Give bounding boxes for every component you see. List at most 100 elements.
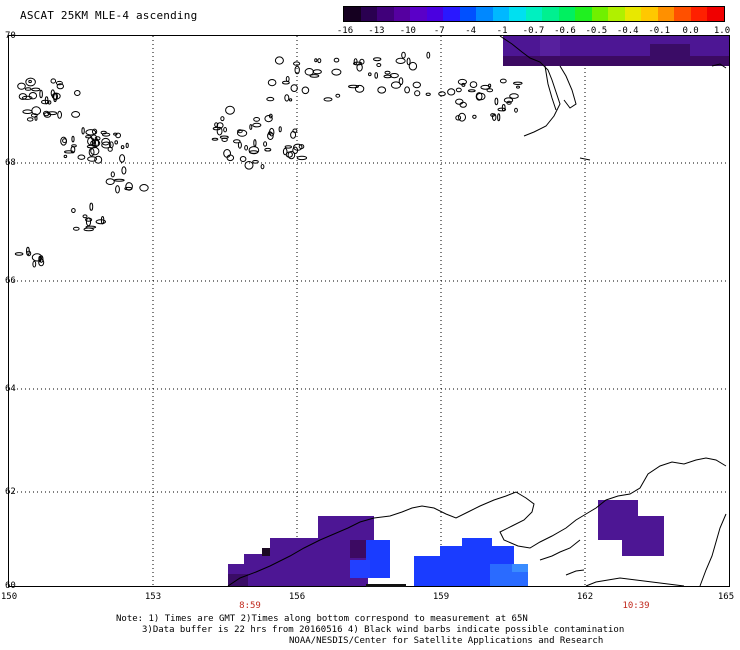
lake-outline <box>354 84 365 93</box>
time-label-left: 8:59 <box>239 601 261 611</box>
lake-outline <box>401 51 406 59</box>
colorbar-tick-label: -16 <box>336 26 354 36</box>
lake-outline <box>467 89 476 93</box>
lake-outline <box>282 80 290 85</box>
lake-outline <box>290 84 298 92</box>
colorbar-tick-label: 0.0 <box>682 26 699 36</box>
lake-outline <box>77 154 86 160</box>
lake-outline <box>110 171 115 178</box>
colorbar-cell <box>707 7 724 21</box>
lake-outline <box>284 145 292 149</box>
lake-outline <box>298 144 305 150</box>
lake-outline <box>377 86 387 94</box>
lake-outline <box>31 87 41 92</box>
graticule <box>9 36 729 586</box>
lat-label-70: 70 <box>5 31 16 41</box>
lake-outline <box>124 186 133 191</box>
swath-bottom-right <box>598 500 664 556</box>
lake-outline <box>87 156 98 162</box>
lake-outline <box>414 90 421 97</box>
lake-outline <box>28 79 32 84</box>
lake-outline <box>516 85 520 89</box>
lake-outline <box>284 94 290 102</box>
colorbar-cell <box>525 7 543 21</box>
lake-outline <box>101 132 111 137</box>
lake-outline <box>89 202 94 211</box>
lake-outline <box>216 126 223 136</box>
lake-outline <box>486 88 494 93</box>
lake-outline <box>219 135 229 139</box>
lake-outline <box>86 144 98 149</box>
colorbar-cell <box>542 7 559 21</box>
colorbar-cell <box>509 7 526 21</box>
lake-outline <box>31 106 42 116</box>
colorbar-tick-label: -7 <box>433 26 445 36</box>
colorbar-cell <box>360 7 378 21</box>
lake-outline <box>85 217 93 222</box>
lake-outline <box>390 81 402 89</box>
colorbar-tick-label: -13 <box>368 26 385 36</box>
lake-outline <box>25 77 36 87</box>
lake-outline <box>285 76 290 82</box>
lake-outline <box>389 73 399 79</box>
lake-outline <box>408 61 418 71</box>
lake-outline <box>488 83 492 88</box>
lake-outline <box>472 114 477 119</box>
lake-outline <box>85 217 92 227</box>
lake-outline <box>509 93 519 99</box>
lake-outline <box>90 134 98 141</box>
colorbar-cell <box>657 7 675 21</box>
lake-outline <box>383 74 392 79</box>
lake-outline <box>43 110 50 117</box>
swath-top-right <box>503 36 729 66</box>
lake-outline <box>50 78 57 84</box>
lake-outline <box>85 225 97 229</box>
lake-outline <box>85 129 97 136</box>
lon-label-159: 159 <box>432 592 450 602</box>
colorbar-cell <box>558 7 576 21</box>
lake-outline <box>412 81 421 89</box>
footnotes: Note: 1) Times are GMT 2)Times along bot… <box>0 614 740 647</box>
lake-outline <box>455 98 464 105</box>
lake-outline <box>71 135 75 143</box>
colorbar <box>343 6 725 22</box>
lake-outline <box>348 84 359 89</box>
colorbar-cell <box>624 7 642 21</box>
lake-outline <box>304 68 314 76</box>
lake-outline <box>333 57 340 63</box>
lon-label-150: 150 <box>0 592 18 602</box>
swath-bottom-purple <box>228 516 406 587</box>
lake-outline <box>41 99 50 105</box>
lake-outline <box>331 68 342 76</box>
lake-outline <box>244 145 249 151</box>
colorbar-cell <box>410 7 427 21</box>
lake-outline <box>94 155 103 164</box>
note-line-1: Note: 1) Times are GMT 2)Times along bot… <box>116 614 528 624</box>
lake-outline <box>244 161 254 170</box>
lake-outline <box>492 113 497 121</box>
lake-outline <box>249 124 253 130</box>
lake-outline <box>121 166 127 175</box>
colorbar-cell <box>393 7 411 21</box>
lake-outline <box>267 79 277 87</box>
lake-outline <box>101 141 112 149</box>
lake-outline <box>469 81 478 88</box>
lake-outline <box>335 93 341 98</box>
swath-bottom-blue <box>350 538 528 586</box>
lake-outline <box>101 137 111 146</box>
lake-outline <box>290 131 297 139</box>
colorbar-tick-label: 1.0 <box>713 26 731 36</box>
lake-outline <box>26 250 32 257</box>
lake-outline <box>22 109 33 114</box>
lake-outline <box>404 86 411 94</box>
lake-outline <box>39 255 44 263</box>
lake-outline <box>287 150 296 160</box>
lake-outline <box>38 258 45 267</box>
lake-outline <box>63 154 68 159</box>
lake-outline <box>21 95 33 100</box>
lake-outline <box>53 93 57 103</box>
lake-outline <box>260 164 265 170</box>
colorbar-cell <box>575 7 592 21</box>
lat-label-64: 64 <box>5 384 16 394</box>
lat-label-66: 66 <box>5 276 16 286</box>
